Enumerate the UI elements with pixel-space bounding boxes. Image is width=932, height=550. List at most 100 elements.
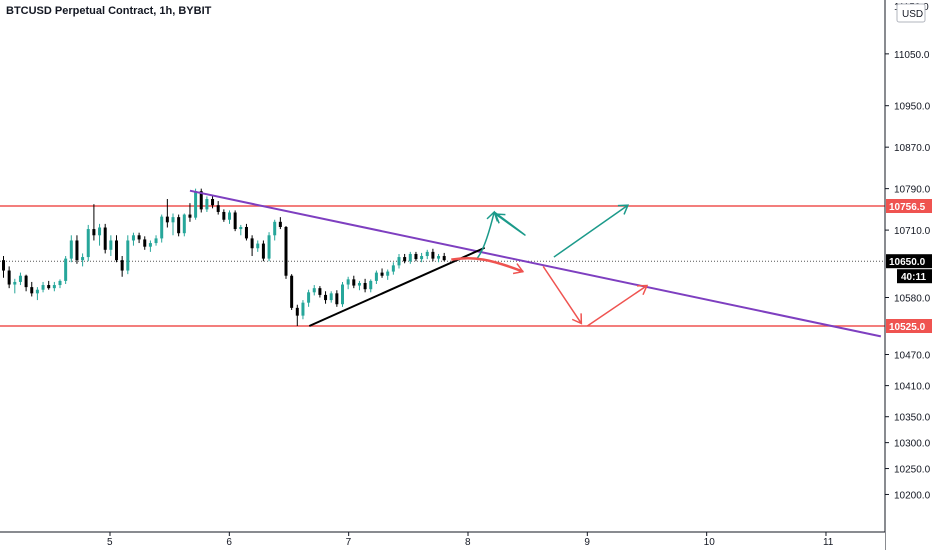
- candle-body: [7, 270, 11, 285]
- candle-body: [425, 251, 429, 257]
- arrow-head: [512, 263, 525, 275]
- candle-body: [295, 307, 299, 316]
- candle-body: [69, 240, 73, 259]
- lower-level-label-bg: [886, 319, 932, 333]
- candle-body: [363, 282, 367, 290]
- scenario-arrow: [553, 204, 629, 258]
- candle-body: [115, 240, 118, 261]
- candle-body: [24, 275, 28, 288]
- candle-body: [318, 288, 322, 295]
- candle-body: [81, 257, 85, 261]
- candle-body: [307, 292, 311, 303]
- candle-body: [64, 258, 68, 281]
- candle-body: [391, 265, 395, 272]
- candle-body: [369, 280, 373, 290]
- time-tick-label: 8: [465, 537, 471, 548]
- candle-body: [103, 227, 107, 250]
- candle-body: [182, 214, 186, 234]
- scenario-arrow: [542, 265, 582, 324]
- candle-body: [335, 293, 339, 305]
- price-axis: 11150.011050.010950.010870.010790.010710…: [884, 0, 932, 550]
- candle-body: [165, 216, 169, 223]
- candle-body: [386, 271, 390, 276]
- candle-body: [98, 227, 102, 236]
- current-price-label: 10650.0: [889, 257, 926, 268]
- chart-title: BTCUSD Perpetual Contract, 1h, BYBIT: [6, 5, 212, 17]
- price-tick-label: 10250.0: [894, 465, 931, 476]
- price-tick-label: 10200.0: [894, 490, 931, 501]
- scenario-arrow: [475, 211, 495, 260]
- candle-body: [58, 280, 62, 286]
- candle-body: [216, 205, 220, 212]
- candle-body: [2, 260, 5, 271]
- candle-body: [47, 285, 51, 289]
- candle-body: [109, 240, 113, 250]
- time-axis: 5 6 7 8 9 10 11: [0, 531, 885, 550]
- candle-body: [41, 285, 45, 290]
- candle-body: [30, 287, 34, 294]
- candle-body: [267, 235, 271, 259]
- time-tick-label: 10: [704, 537, 716, 548]
- price-tick-label: 10350.0: [894, 413, 931, 424]
- candle-body: [290, 275, 294, 308]
- price-tick-label: 10580.0: [894, 293, 931, 304]
- lower-level-label: 10525.0: [889, 322, 926, 333]
- candle-body: [414, 253, 418, 260]
- candle-body: [199, 191, 203, 210]
- candle-body: [126, 240, 130, 271]
- current-price-label-bg: [886, 254, 932, 269]
- candle-body: [250, 238, 254, 249]
- candle-body: [408, 253, 412, 262]
- candlestick-series: [2, 188, 446, 326]
- candle-body: [437, 256, 441, 259]
- countdown-label: 40:11: [901, 272, 926, 283]
- candle-body: [205, 199, 209, 210]
- currency-badge: [896, 3, 926, 23]
- candle-body: [261, 243, 265, 259]
- time-tick-label: 6: [226, 537, 232, 548]
- candle-body: [154, 238, 158, 244]
- scenario-arrow: [493, 211, 526, 236]
- candle-body: [137, 235, 141, 240]
- candle-body: [312, 288, 316, 293]
- time-tick-label: 5: [107, 537, 113, 548]
- price-tick-label: 11050.0: [894, 50, 930, 61]
- candle-body: [222, 211, 226, 220]
- price-tick-label: 10790.0: [894, 185, 931, 196]
- support-trendline: [308, 246, 486, 327]
- candle-body: [324, 294, 328, 301]
- arrow-head: [617, 204, 630, 215]
- candle-body: [239, 226, 243, 230]
- candle-body: [273, 221, 277, 236]
- price-tick-label: 10870.0: [894, 143, 931, 154]
- scenario-arrow: [586, 284, 648, 327]
- candle-body: [233, 212, 237, 230]
- upper-level-label-bg: [886, 199, 932, 213]
- candle-body: [160, 216, 164, 239]
- arrow-head: [571, 313, 583, 325]
- candle-body: [329, 293, 333, 301]
- candle-body: [92, 229, 96, 236]
- candle-body: [442, 256, 446, 261]
- candle-body: [352, 279, 356, 286]
- candle-body: [397, 257, 401, 266]
- arrow-head: [494, 213, 506, 224]
- time-axis-bg: [0, 532, 885, 550]
- candle-body: [188, 214, 192, 218]
- candle-body: [171, 217, 175, 223]
- candle-body: [75, 240, 79, 261]
- candle-body: [346, 279, 350, 285]
- candle-body: [148, 243, 152, 247]
- horizontal-levels: [0, 205, 885, 327]
- candle-body: [143, 239, 147, 247]
- candle-body: [35, 289, 39, 294]
- candle-body: [18, 275, 22, 282]
- candle-body: [301, 302, 305, 316]
- time-tick-label: 9: [584, 537, 590, 548]
- candle-body: [211, 199, 215, 206]
- price-tick-label: 10950.0: [894, 102, 931, 113]
- candle-body: [357, 282, 361, 286]
- resistance-trendline: [189, 189, 882, 338]
- currency-badge-label: USD: [902, 9, 923, 20]
